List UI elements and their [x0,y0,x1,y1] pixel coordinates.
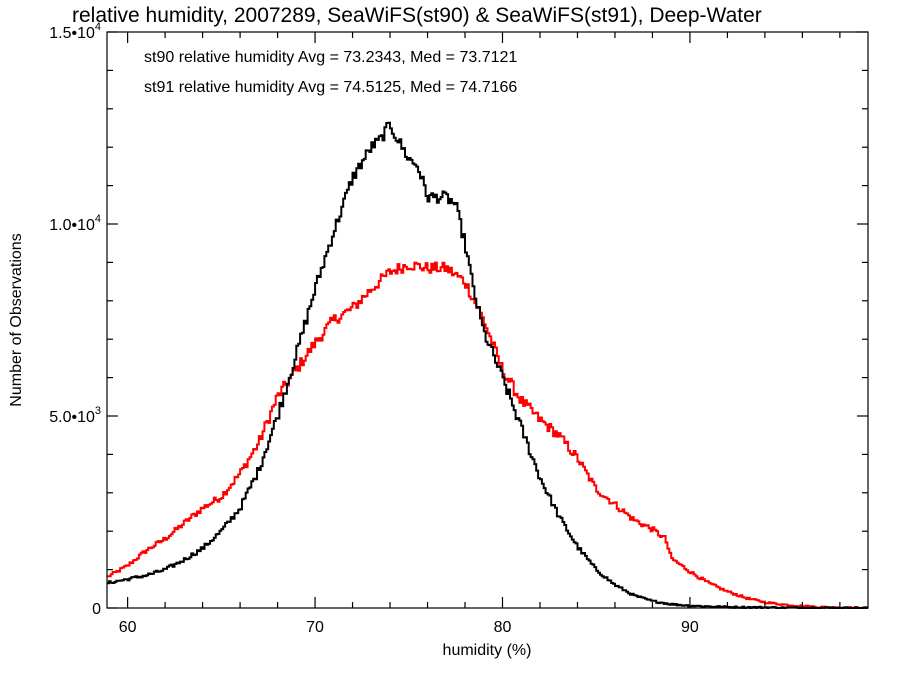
x-tick-label: 60 [119,619,137,636]
x-axis-label: humidity (%) [443,642,532,659]
series-line-st91 [107,261,868,609]
x-tick-label: 90 [681,619,699,636]
y-tick-label: 1.0•104 [49,213,101,234]
x-tick-label: 70 [306,619,324,636]
legend-entry-st91: st91 relative humidity Avg = 74.5125, Me… [144,79,517,96]
y-tick-label: 1.5•104 [49,21,101,42]
y-tick-label: 0 [92,601,101,618]
y-axis-label: Number of Observations [8,233,25,406]
x-tick-label: 80 [494,619,512,636]
series-layer [107,121,868,609]
plot-frame [106,31,869,609]
legend-entry-st90: st90 relative humidity Avg = 73.2343, Me… [144,49,517,66]
series-line-st90 [107,121,868,609]
tick-layer: 60 70 80 90 0 5.0•103 1.0•104 1.5•104 [49,21,868,636]
y-tick-label: 5.0•103 [49,405,101,426]
chart-title: relative humidity, 2007289, SeaWiFS(st90… [72,4,762,27]
